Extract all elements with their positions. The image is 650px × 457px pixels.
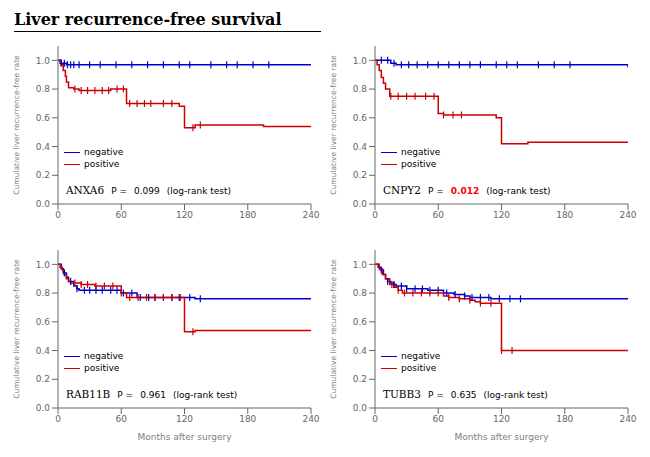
svg-text:Cumulative liver recurrence-fr: Cumulative liver recurrence-free rate xyxy=(329,259,338,399)
svg-text:0.4: 0.4 xyxy=(36,346,51,356)
html-text:0.099: 0.099 xyxy=(134,186,160,196)
svg-text:1.0: 1.0 xyxy=(353,260,368,270)
svg-text:120: 120 xyxy=(176,414,193,424)
svg-text:0.6: 0.6 xyxy=(36,317,51,327)
svg-text:0.0: 0.0 xyxy=(36,403,51,413)
html-text:0.012: 0.012 xyxy=(450,186,480,196)
html-text:P =: P = xyxy=(117,390,134,400)
svg-text:0.4: 0.4 xyxy=(36,142,51,152)
svg-text:0.6: 0.6 xyxy=(36,113,51,123)
html-text:(log-rank test): (log-rank test) xyxy=(166,186,231,196)
html-text:0.961: 0.961 xyxy=(140,390,166,400)
svg-text:0.8: 0.8 xyxy=(36,288,51,298)
svg-text:Cumulative liver recurrence-fr: Cumulative liver recurrence-free rate xyxy=(329,55,338,195)
svg-text:Cumulative liver recurrence-fr: Cumulative liver recurrence-free rate xyxy=(12,55,21,195)
html-text:0.635: 0.635 xyxy=(450,390,477,400)
svg-text:240: 240 xyxy=(619,210,636,220)
svg-text:0.2: 0.2 xyxy=(36,170,50,180)
svg-text:0: 0 xyxy=(55,210,61,220)
svg-text:0.6: 0.6 xyxy=(353,113,368,123)
svg-text:120: 120 xyxy=(493,414,510,424)
svg-text:240: 240 xyxy=(619,414,636,424)
html-text:negative: negative xyxy=(84,147,124,157)
html-text:CNPY2: CNPY2 xyxy=(383,184,421,196)
html-text:negative: negative xyxy=(401,147,441,157)
svg-text:0.0: 0.0 xyxy=(353,199,368,209)
svg-text:0.8: 0.8 xyxy=(353,84,368,94)
svg-text:180: 180 xyxy=(556,210,573,220)
html-text:P =: P = xyxy=(427,186,444,196)
svg-text:0.8: 0.8 xyxy=(36,84,51,94)
svg-text:120: 120 xyxy=(493,210,510,220)
html-text:positive: positive xyxy=(84,159,120,169)
html-text:RAB11B: RAB11B xyxy=(66,388,111,400)
svg-text:240: 240 xyxy=(302,414,319,424)
svg-text:180: 180 xyxy=(556,414,573,424)
html-text:positive: positive xyxy=(401,159,437,169)
svg-text:60: 60 xyxy=(116,414,128,424)
svg-text:1.0: 1.0 xyxy=(353,56,368,66)
html-text:P =: P = xyxy=(111,186,127,196)
svg-text:60: 60 xyxy=(433,414,445,424)
html-text:positive: positive xyxy=(84,363,120,373)
html-text:negative: negative xyxy=(84,351,124,361)
svg-text:60: 60 xyxy=(433,210,445,220)
svg-text:240: 240 xyxy=(302,210,319,220)
svg-text:0.2: 0.2 xyxy=(353,374,367,384)
svg-text:60: 60 xyxy=(116,210,128,220)
html-text:(log-rank test): (log-rank test) xyxy=(483,390,548,400)
svg-text:0.2: 0.2 xyxy=(36,374,50,384)
html-text:P =: P = xyxy=(428,390,444,400)
svg-text:Cumulative liver recurrence-fr: Cumulative liver recurrence-free rate xyxy=(12,259,21,399)
svg-text:120: 120 xyxy=(176,210,193,220)
svg-text:0: 0 xyxy=(372,210,378,220)
svg-text:0.0: 0.0 xyxy=(353,403,368,413)
svg-text:180: 180 xyxy=(239,414,256,424)
html-text:TUBB3: TUBB3 xyxy=(383,388,421,400)
svg-text:0.2: 0.2 xyxy=(353,170,367,180)
svg-text:180: 180 xyxy=(239,210,256,220)
svg-text:Months after surgery: Months after surgery xyxy=(454,432,549,442)
html-text:ANXA6: ANXA6 xyxy=(66,184,105,196)
svg-text:0: 0 xyxy=(372,414,378,424)
svg-text:1.0: 1.0 xyxy=(36,260,51,270)
svg-text:0.6: 0.6 xyxy=(353,317,368,327)
svg-text:0.8: 0.8 xyxy=(353,288,368,298)
html-text:Liver recurrence-free survival: Liver recurrence-free survival xyxy=(14,10,282,29)
svg-text:0.4: 0.4 xyxy=(353,142,368,152)
svg-text:1.0: 1.0 xyxy=(36,56,51,66)
html-text:negative: negative xyxy=(401,351,441,361)
svg-text:0.4: 0.4 xyxy=(353,346,368,356)
html-text:(log-rank test): (log-rank test) xyxy=(486,186,551,196)
svg-text:0: 0 xyxy=(55,414,61,424)
html-text:positive: positive xyxy=(401,363,437,373)
svg-text:Months after surgery: Months after surgery xyxy=(137,432,232,442)
svg-text:0.0: 0.0 xyxy=(36,199,51,209)
html-text:(log-rank test): (log-rank test) xyxy=(172,390,238,400)
